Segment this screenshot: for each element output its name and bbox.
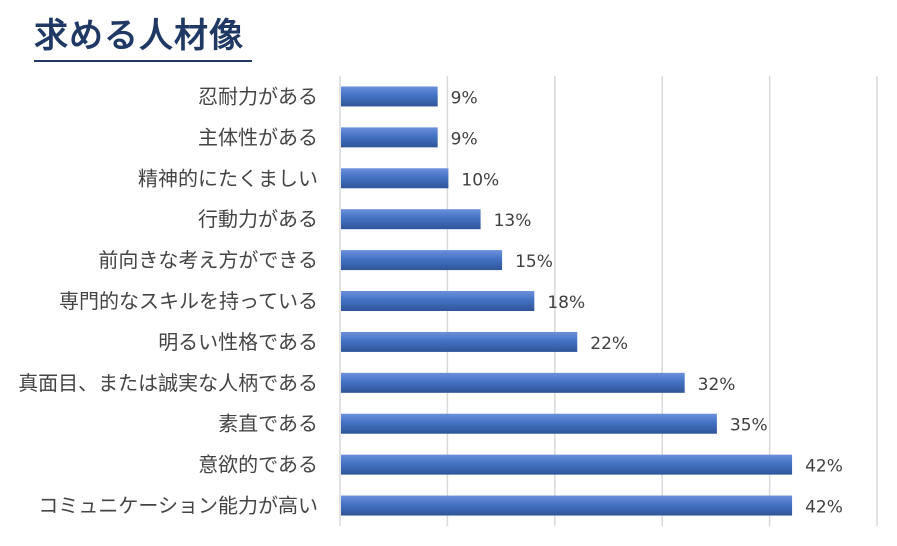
bar bbox=[341, 209, 481, 230]
value-label: 22% bbox=[590, 334, 628, 354]
bar bbox=[341, 250, 503, 271]
category-labels: 忍耐力がある主体性がある精神的にたくましい行動力がある前向きな考え方ができる専門… bbox=[18, 84, 318, 517]
value-label: 35% bbox=[730, 416, 768, 436]
bar bbox=[341, 372, 685, 393]
title-underline bbox=[34, 60, 252, 62]
category-label: 忍耐力がある bbox=[198, 84, 318, 108]
value-label: 32% bbox=[698, 375, 736, 395]
value-label: 10% bbox=[461, 170, 499, 190]
category-label: 行動力がある bbox=[198, 207, 318, 231]
bar bbox=[341, 495, 793, 516]
bar bbox=[341, 454, 793, 475]
value-label: 9% bbox=[451, 129, 478, 149]
category-label: 主体性がある bbox=[198, 125, 318, 149]
value-label: 9% bbox=[451, 88, 478, 108]
bar bbox=[341, 127, 438, 148]
value-label: 42% bbox=[805, 498, 843, 518]
category-label: 前向きな考え方ができる bbox=[98, 248, 318, 272]
category-label: 精神的にたくましい bbox=[138, 166, 318, 190]
category-label: 専門的なスキルを持っている bbox=[59, 289, 318, 313]
gridlines bbox=[339, 76, 878, 526]
bar bbox=[341, 168, 449, 189]
bars bbox=[341, 86, 793, 516]
category-label: 真面目、または誠実な人柄である bbox=[18, 371, 318, 395]
chart-title: 求める人材像 bbox=[34, 16, 244, 56]
category-label: コミュニケーション能力が高い bbox=[38, 494, 318, 518]
bar bbox=[341, 291, 535, 311]
value-label: 18% bbox=[547, 293, 585, 313]
value-label: 13% bbox=[494, 211, 532, 231]
value-labels: 9% 9% 10% 13% 15% 18% 22% 32% 35% 42% 42% bbox=[451, 88, 843, 517]
bar bbox=[341, 86, 438, 107]
value-label: 42% bbox=[805, 457, 843, 477]
category-label: 意欲的である bbox=[198, 453, 318, 477]
category-label: 明るい性格である bbox=[158, 330, 318, 354]
category-label: 素直である bbox=[218, 412, 318, 436]
value-label: 15% bbox=[515, 252, 553, 272]
bar bbox=[341, 331, 578, 352]
bar bbox=[341, 413, 717, 434]
